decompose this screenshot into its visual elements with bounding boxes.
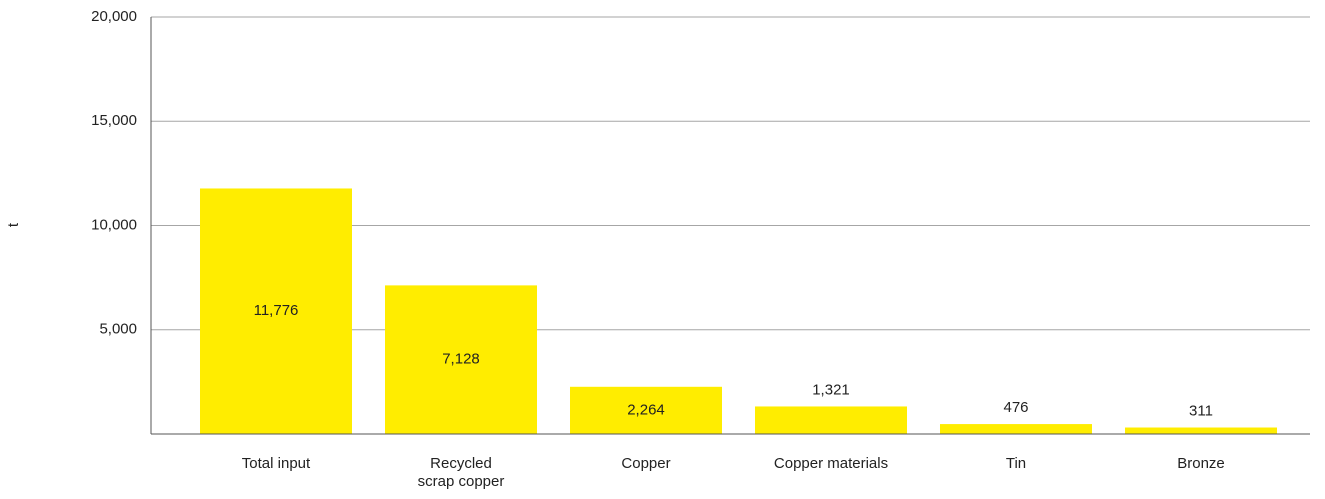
y-tick-label: 20,000 <box>91 8 137 25</box>
x-tick-label: Total input <box>241 455 311 472</box>
bar <box>570 386 722 434</box>
x-tick-label: Tin <box>1005 455 1027 472</box>
bar <box>385 285 537 434</box>
value-label: 11,776 <box>254 302 299 319</box>
value-label: 2,264 <box>627 401 665 418</box>
x-tick-label: Copper <box>621 455 671 472</box>
x-tick-label: Copper materials <box>773 455 889 472</box>
x-tick-label: Bronze <box>1177 455 1225 472</box>
y-tick-label: 10,000 <box>91 216 137 233</box>
y-axis-label: t <box>5 222 22 227</box>
y-tick-label: 15,000 <box>91 112 137 129</box>
bar <box>1125 427 1277 434</box>
x-tick-label: Recycled scrap copper <box>417 455 505 490</box>
value-label: 7,128 <box>442 351 480 368</box>
bar <box>940 424 1092 434</box>
bar <box>755 406 907 434</box>
value-label: 1,321 <box>812 381 850 398</box>
value-label: 476 <box>1003 399 1028 416</box>
bar <box>200 188 352 434</box>
value-label: 311 <box>1189 402 1213 419</box>
y-tick-label: 5,000 <box>99 321 137 338</box>
